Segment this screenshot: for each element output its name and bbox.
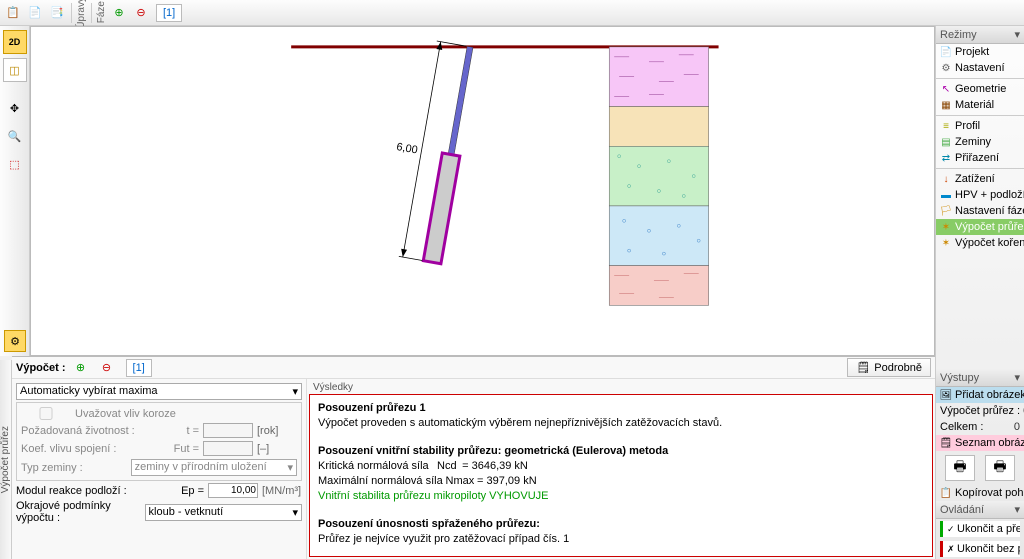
ovladani-header: Ovládání▾	[936, 501, 1024, 519]
rezimy-item-8[interactable]: ▬HPV + podloží	[936, 187, 1024, 203]
rezimy-item-6[interactable]: ⇄Přiřazení	[936, 150, 1024, 166]
zemina-combo[interactable]: zeminy v přírodním uložení▾	[131, 459, 297, 476]
finish-discard-button[interactable]: ✗ Ukončit bez předání	[940, 541, 1020, 557]
select-tool-icon[interactable]: ⬚	[3, 152, 27, 176]
bp-phase-tab[interactable]: [1]	[126, 359, 152, 377]
phase-tab[interactable]: [1]	[156, 4, 182, 22]
tool-paste2-icon[interactable]: 📑	[47, 3, 67, 23]
zoom-tool-icon[interactable]: 🔍	[3, 124, 27, 148]
remove-phase-icon[interactable]: ⊖	[131, 3, 151, 23]
podrobne-button[interactable]: 🗒Podrobně	[847, 358, 931, 377]
results-label: Výsledky	[309, 381, 933, 394]
rezimy-item-4[interactable]: ≡Profil	[936, 118, 1024, 134]
vypocet-label: Výpočet :	[16, 362, 66, 374]
maxima-combo[interactable]: Automaticky vybírat maxima▾	[16, 383, 302, 400]
left-toolbar: 2D ◫ ✥ 🔍 ⬚	[0, 26, 30, 356]
rezimy-item-0[interactable]: 📄Projekt	[936, 44, 1024, 60]
top-toolbar: 📋 📄 📑 Úpravy Fáze ⊕ ⊖ [1]	[0, 0, 1024, 26]
right-panel: Režimy▾ 📄Projekt⚙Nastavení ↖Geometrie▦Mat…	[935, 26, 1024, 559]
vystupy-count2: Celkem :0	[936, 419, 1024, 435]
rezimy-item-2[interactable]: ↖Geometrie	[936, 81, 1024, 97]
view-3d-button[interactable]: ◫	[3, 58, 27, 82]
life-input	[203, 423, 253, 438]
bottom-left-form: Automaticky vybírat maxima▾ Uvažovat vli…	[12, 379, 307, 559]
korose-checkbox[interactable]	[21, 407, 71, 420]
canvas: 6,00	[30, 26, 935, 356]
fut-input	[203, 441, 253, 456]
tab-faze: Fáze	[95, 0, 108, 24]
tool-copy-icon[interactable]: 📋	[3, 3, 23, 23]
rezimy-list: 📄Projekt⚙Nastavení ↖Geometrie▦Materiál ≡Pr…	[936, 44, 1024, 251]
rezimy-item-3[interactable]: ▦Materiál	[936, 97, 1024, 113]
add-image-button[interactable]: 🖼Přidat obrázek	[936, 387, 1024, 403]
print1-button[interactable]: 🖶	[945, 455, 975, 481]
dimension-label: 6,00	[395, 141, 418, 157]
add-phase-icon[interactable]: ⊕	[109, 3, 129, 23]
rezimy-item-10[interactable]: ✶Výpočet průřez	[936, 219, 1024, 235]
move-tool-icon[interactable]: ✥	[3, 96, 27, 120]
bottom-panel: Výpočet : ⊕ ⊖ [1] 🗒Podrobně Automaticky …	[12, 356, 935, 559]
bp-add-icon[interactable]: ⊕	[71, 358, 91, 378]
image-list-button[interactable]: 🗒Seznam obrázků	[936, 435, 1024, 451]
finish-submit-button[interactable]: ✓ Ukončit a předat	[940, 521, 1020, 537]
rezimy-header: Režimy▾	[936, 26, 1024, 44]
tool-paste-icon[interactable]: 📄	[25, 3, 45, 23]
vystupy-header: Výstupy▾	[936, 369, 1024, 387]
view-2d-button[interactable]: 2D	[3, 30, 27, 54]
print2-button[interactable]: 🖶	[985, 455, 1015, 481]
rezimy-item-11[interactable]: ✶Výpočet kořen	[936, 235, 1024, 251]
bottom-vtab: Výpočet průřez	[0, 360, 12, 559]
settings-gear-button[interactable]: ⚙	[4, 330, 26, 352]
results-box: Posouzení průřezu 1 Výpočet proveden s a…	[309, 394, 933, 557]
results-panel: Výsledky Posouzení průřezu 1 Výpočet pro…	[307, 379, 935, 559]
rezimy-item-9[interactable]: 🏳Nastavení fáze	[936, 203, 1024, 219]
bc-combo[interactable]: kloub - vetknutí▾	[145, 504, 302, 521]
tab-upravy: Úpravy	[75, 0, 88, 29]
rezimy-item-5[interactable]: ▤Zeminy	[936, 134, 1024, 150]
ep-input[interactable]	[208, 483, 258, 498]
rezimy-item-7[interactable]: ↓Zatížení	[936, 171, 1024, 187]
rezimy-item-1[interactable]: ⚙Nastavení	[936, 60, 1024, 76]
bp-remove-icon[interactable]: ⊖	[97, 358, 117, 378]
vystupy-count1: Výpočet průřez :0	[936, 403, 1024, 419]
copy-view-button[interactable]: 📋Kopírovat pohled	[936, 485, 1024, 501]
